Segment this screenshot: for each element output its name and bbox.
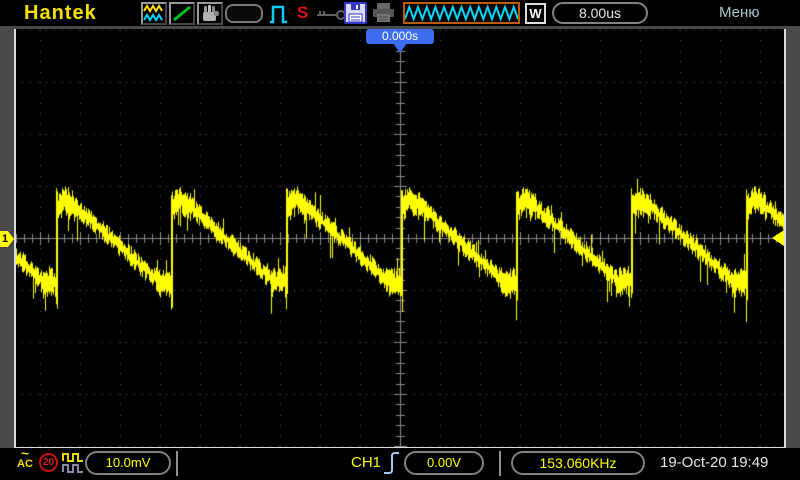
probe-waveform-icon (62, 453, 83, 473)
trigger-position-triangle-icon (393, 43, 407, 53)
save-floppy-button[interactable] (344, 2, 370, 26)
hantek-logo: Hantek (24, 2, 97, 24)
rising-edge-icon (384, 452, 399, 474)
top-bar: Hantek S (0, 0, 800, 26)
bottom-bar: ~ AC 20 10.0mV CH1 0.00V 153.060KHz 19-O… (0, 445, 800, 480)
bandwidth-limit-indicator: 20 (39, 453, 58, 472)
coupling-indicator: ~ AC (14, 445, 36, 470)
hand-icon (203, 5, 219, 21)
datetime-display: 19-Oct-20 19:49 (660, 454, 769, 471)
run-status-wave (403, 2, 520, 24)
volts-per-div-readout: 10.0mV (85, 451, 171, 475)
trigger-source-label: CH1 (351, 454, 382, 471)
waveform-display-button[interactable] (141, 2, 167, 25)
separator (499, 451, 501, 476)
pulse-trigger-icon (270, 5, 287, 24)
floppy-disk-icon (344, 2, 367, 24)
trigger-position-tab[interactable]: 0.000s (366, 29, 434, 44)
lock-key-icon (317, 10, 346, 20)
channel1-marker[interactable]: 1 (0, 231, 14, 247)
printer-icon (373, 3, 394, 22)
sine-tilde-icon: ~ (20, 445, 30, 461)
sine-wave-icon (404, 4, 520, 22)
empty-slot (225, 4, 263, 23)
separator (176, 451, 178, 476)
cursor-line-button[interactable] (169, 2, 195, 25)
waveform-canvas (16, 29, 784, 447)
dual-wave-icon (143, 4, 163, 22)
timebase-readout: 8.00us (552, 2, 648, 24)
trigger-level-readout: 0.00V (404, 451, 484, 475)
single-status-indicator: S (297, 3, 309, 22)
graticule (14, 29, 786, 449)
diagonal-line-icon (173, 5, 191, 22)
trigger-source-digit: 1 (777, 209, 784, 223)
frequency-readout: 153.060KHz (511, 451, 645, 475)
coupling-label: AC (17, 458, 33, 470)
hand-drag-button[interactable] (197, 2, 223, 25)
menu-button[interactable]: Меню (719, 4, 760, 21)
window-mode-button[interactable]: W (525, 3, 546, 24)
print-button[interactable] (372, 2, 396, 24)
